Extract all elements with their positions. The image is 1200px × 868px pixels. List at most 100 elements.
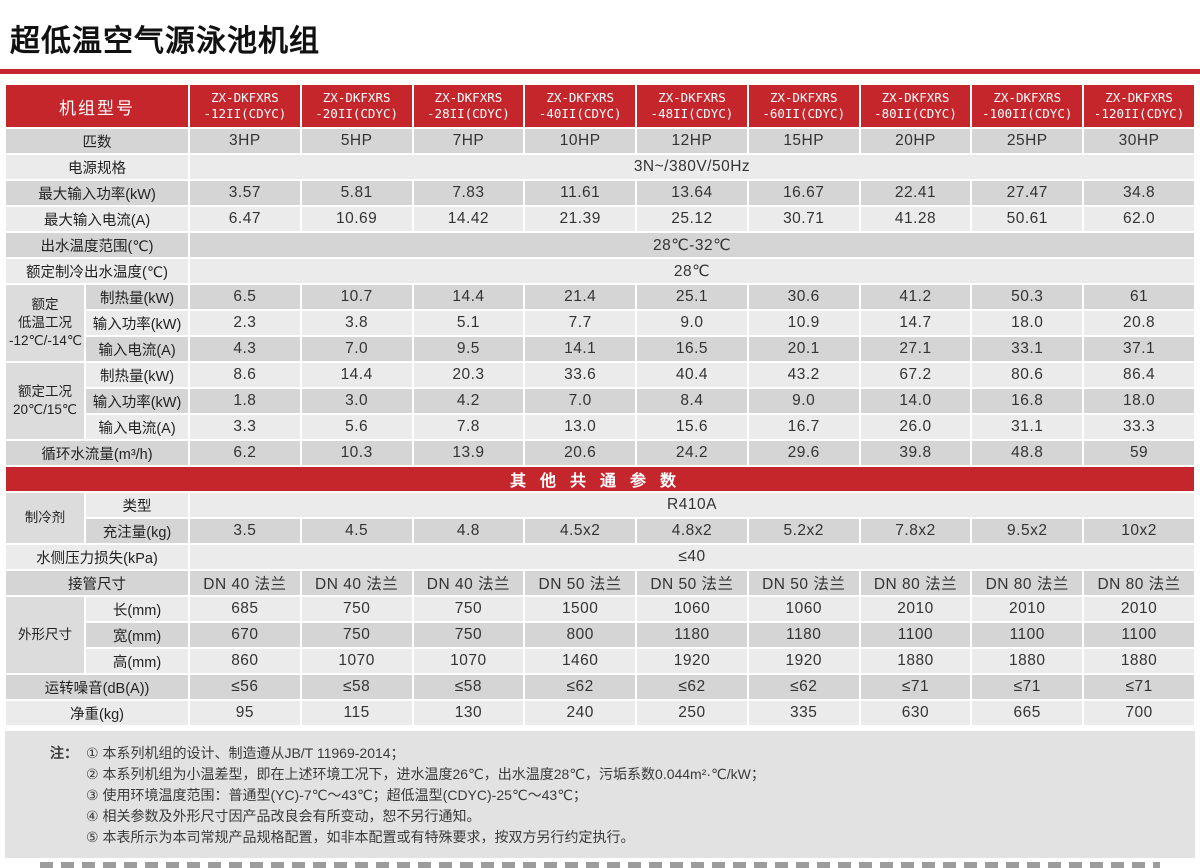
table-corner-header: 机组型号: [6, 85, 188, 127]
value-cell: 50.61: [972, 207, 1083, 231]
value-cell: 12HP: [637, 129, 747, 153]
model-header-cell: ZX-DKFXRS -12II(CDYC): [190, 85, 300, 127]
value-cell: 22.41: [860, 181, 971, 205]
model-header-cell: ZX-DKFXRS -80II(CDYC): [860, 85, 971, 127]
model-header-cell: ZX-DKFXRS -100II(CDYC): [972, 85, 1083, 127]
value-cell: 10HP: [525, 129, 636, 153]
value-cell: 1920: [748, 649, 859, 673]
section-band: 其他共通参数: [6, 467, 1194, 491]
value-cell: 14.4: [301, 363, 412, 387]
clipped-bottom-text: [40, 862, 1160, 868]
value-cell: 20.3: [413, 363, 524, 387]
value-cell: 67.2: [860, 363, 971, 387]
value-cell: 130: [413, 701, 524, 725]
value-cell: 3.0: [301, 389, 412, 413]
note-item: ① 本系列机组的设计、制造遵从JB/T 11969-2014；: [86, 745, 405, 761]
value-cell: DN 40 法兰: [190, 571, 300, 595]
value-cell: 7HP: [413, 129, 524, 153]
value-cell: 18.0: [972, 311, 1083, 335]
value-cell: 1100: [860, 623, 971, 647]
row-label: 运转噪音(dB(A)): [6, 675, 188, 699]
value-cell: 11.61: [525, 181, 636, 205]
sub-label: 输入电流(A): [86, 337, 188, 361]
model-header-cell: ZX-DKFXRS -40II(CDYC): [525, 85, 636, 127]
span-value-cell: 28℃: [190, 259, 1194, 283]
notes-panel: 注： ① 本系列机组的设计、制造遵从JB/T 11969-2014； ② 本系列机…: [5, 731, 1195, 858]
value-cell: 80.6: [972, 363, 1083, 387]
model-header-cell: ZX-DKFXRS -28II(CDYC): [413, 85, 524, 127]
value-cell: 750: [413, 623, 524, 647]
value-cell: 20HP: [860, 129, 971, 153]
value-cell: 7.0: [301, 337, 412, 361]
value-cell: 4.8: [413, 519, 524, 543]
value-cell: 27.1: [860, 337, 971, 361]
value-cell: 2.3: [190, 311, 300, 335]
value-cell: 41.2: [860, 285, 971, 309]
sub-label: 充注量(kg): [86, 519, 188, 543]
value-cell: 29.6: [748, 441, 859, 465]
value-cell: 6.47: [190, 207, 300, 231]
value-cell: DN 40 法兰: [413, 571, 524, 595]
value-cell: 6.5: [190, 285, 300, 309]
value-cell: ≤71: [972, 675, 1083, 699]
value-cell: 7.8x2: [860, 519, 971, 543]
value-cell: 3.5: [190, 519, 300, 543]
value-cell: 6.2: [190, 441, 300, 465]
sub-label: 长(mm): [86, 597, 188, 621]
page-title: 超低温空气源泳池机组: [10, 25, 320, 58]
value-cell: 5.2x2: [748, 519, 859, 543]
value-cell: DN 80 法兰: [972, 571, 1083, 595]
value-cell: 7.8: [413, 415, 524, 439]
note-item: ④ 相关参数及外形尺寸因产品改良会有所变动，恕不另行通知。: [86, 808, 481, 824]
value-cell: 7.7: [525, 311, 636, 335]
row-label: 匹数: [6, 129, 188, 153]
spec-table: 机组型号 ZX-DKFXRS -12II(CDYC) ZX-DKFXRS -20II…: [4, 83, 1196, 727]
value-cell: 43.2: [748, 363, 859, 387]
value-cell: ≤71: [1084, 675, 1194, 699]
value-cell: 30.71: [748, 207, 859, 231]
value-cell: 250: [637, 701, 747, 725]
title-underline-rule: [0, 69, 1200, 74]
value-cell: 14.4: [413, 285, 524, 309]
value-cell: 10.3: [301, 441, 412, 465]
value-cell: 2010: [1084, 597, 1194, 621]
value-cell: 34.8: [1084, 181, 1194, 205]
value-cell: 16.8: [972, 389, 1083, 413]
value-cell: DN 50 法兰: [525, 571, 636, 595]
value-cell: 10.69: [301, 207, 412, 231]
value-cell: DN 50 法兰: [637, 571, 747, 595]
value-cell: 3.3: [190, 415, 300, 439]
value-cell: 25.12: [637, 207, 747, 231]
value-cell: 9.0: [637, 311, 747, 335]
value-cell: 8.6: [190, 363, 300, 387]
row-label: 额定制冷出水温度(℃): [6, 259, 188, 283]
value-cell: 21.39: [525, 207, 636, 231]
value-cell: 10.7: [301, 285, 412, 309]
value-cell: 86.4: [1084, 363, 1194, 387]
value-cell: 750: [301, 623, 412, 647]
value-cell: 26.0: [860, 415, 971, 439]
sub-label: 制热量(kW): [86, 285, 188, 309]
value-cell: 20.1: [748, 337, 859, 361]
value-cell: 13.0: [525, 415, 636, 439]
row-label: 电源规格: [6, 155, 188, 179]
value-cell: 9.0: [748, 389, 859, 413]
value-cell: 4.5x2: [525, 519, 636, 543]
value-cell: 30.6: [748, 285, 859, 309]
row-label: 净重(kg): [6, 701, 188, 725]
value-cell: 9.5: [413, 337, 524, 361]
value-cell: 31.1: [972, 415, 1083, 439]
value-cell: 665: [972, 701, 1083, 725]
value-cell: 1100: [972, 623, 1083, 647]
value-cell: 59: [1084, 441, 1194, 465]
row-label: 最大输入电流(A): [6, 207, 188, 231]
model-header-cell: ZX-DKFXRS -20II(CDYC): [301, 85, 412, 127]
value-cell: 5.6: [301, 415, 412, 439]
row-label: 出水温度范围(℃): [6, 233, 188, 257]
value-cell: 61: [1084, 285, 1194, 309]
group-label: 额定 低温工况 -12℃/-14℃: [6, 285, 84, 361]
value-cell: 750: [413, 597, 524, 621]
span-value-cell: 3N~/380V/50Hz: [190, 155, 1194, 179]
value-cell: 62.0: [1084, 207, 1194, 231]
value-cell: 13.64: [637, 181, 747, 205]
